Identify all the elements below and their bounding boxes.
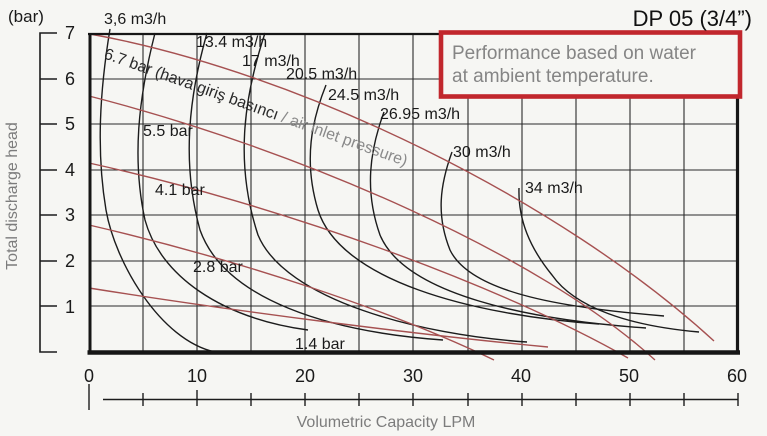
x-tick-label: 50 [619, 366, 639, 386]
y-axis-unit: (bar) [8, 7, 44, 26]
label-flow-24.5: 24.5 m3/h [328, 87, 399, 104]
label-flow-17: 17 m3/h [242, 53, 300, 70]
curve-20.5-m3h [243, 32, 528, 343]
x-tick-label: 30 [403, 366, 423, 386]
label-flow-34: 34 m3/h [525, 180, 583, 197]
curve-5.5-bar [88, 95, 656, 361]
note-line-2: at ambient temperature. [452, 66, 654, 87]
label-pressure-5.5: 5.5 bar [143, 123, 193, 140]
note-line-1: Performance based on water [452, 43, 697, 64]
label-pressure-4.1: 4.1 bar [155, 182, 205, 199]
y-axis-title: Total discharge head [4, 122, 21, 270]
curve-26.95-m3h [369, 111, 647, 329]
label-flow-26.95: 26.95 m3/h [380, 106, 460, 123]
y-tick-labels: 7 6 5 4 3 2 1 [65, 23, 75, 317]
y-tick-label: 7 [65, 23, 75, 43]
y-tick-label: 5 [65, 114, 75, 134]
y-axis-bracket [39, 32, 57, 353]
y-tick-label: 3 [65, 205, 75, 225]
label-flow-3.6: 3,6 m3/h [104, 11, 166, 28]
x-tick-label: 0 [84, 366, 94, 386]
curve-13.4-m3h [137, 32, 309, 331]
x-tick-label: 10 [187, 366, 207, 386]
x-tick-label: 60 [727, 366, 747, 386]
curve-1.4-bar [88, 287, 549, 348]
label-flow-13.4: 13.4 m3/h [196, 34, 267, 51]
label-pressure-1.4: 1.4 bar [295, 336, 345, 353]
secondary-scale [88, 384, 739, 410]
y-axis-bracket-line [39, 32, 57, 353]
curve-17-m3h [188, 32, 444, 341]
note-box [438, 30, 743, 99]
curve-2.8-bar [88, 224, 495, 361]
curve-30-m3h [440, 151, 665, 317]
x-tick-label: 40 [511, 366, 531, 386]
curve-6.7-bar [89, 33, 715, 342]
label-flow-20.5: 20.5 m3/h [286, 66, 357, 83]
y-tick-label: 1 [65, 297, 75, 317]
curve-4.1-bar [88, 162, 629, 359]
curve-24.5-m3h [309, 84, 600, 325]
curve-34-m3h [518, 187, 700, 333]
label-pressure-2.8: 2.8 bar [193, 259, 243, 276]
y-tick-label: 6 [65, 69, 75, 89]
flow-curve-labels: 3,6 m3/h 13.4 m3/h 17 m3/h 20.5 m3/h 24.… [104, 11, 583, 197]
chart-title: DP 05 (3/4”) [633, 6, 752, 31]
pressure-curves [88, 33, 715, 361]
x-tick-labels: 0 10 20 30 40 50 60 [84, 366, 747, 386]
x-tick-label: 20 [295, 366, 315, 386]
label-flow-30: 30 m3/h [453, 144, 511, 161]
curve-3.6-m3h [99, 28, 216, 353]
air-consumption-curves [99, 28, 700, 353]
y-tick-label: 2 [65, 251, 75, 271]
x-axis-title: Volumetric Capacity LPM [297, 414, 476, 431]
y-tick-label: 4 [65, 160, 75, 180]
